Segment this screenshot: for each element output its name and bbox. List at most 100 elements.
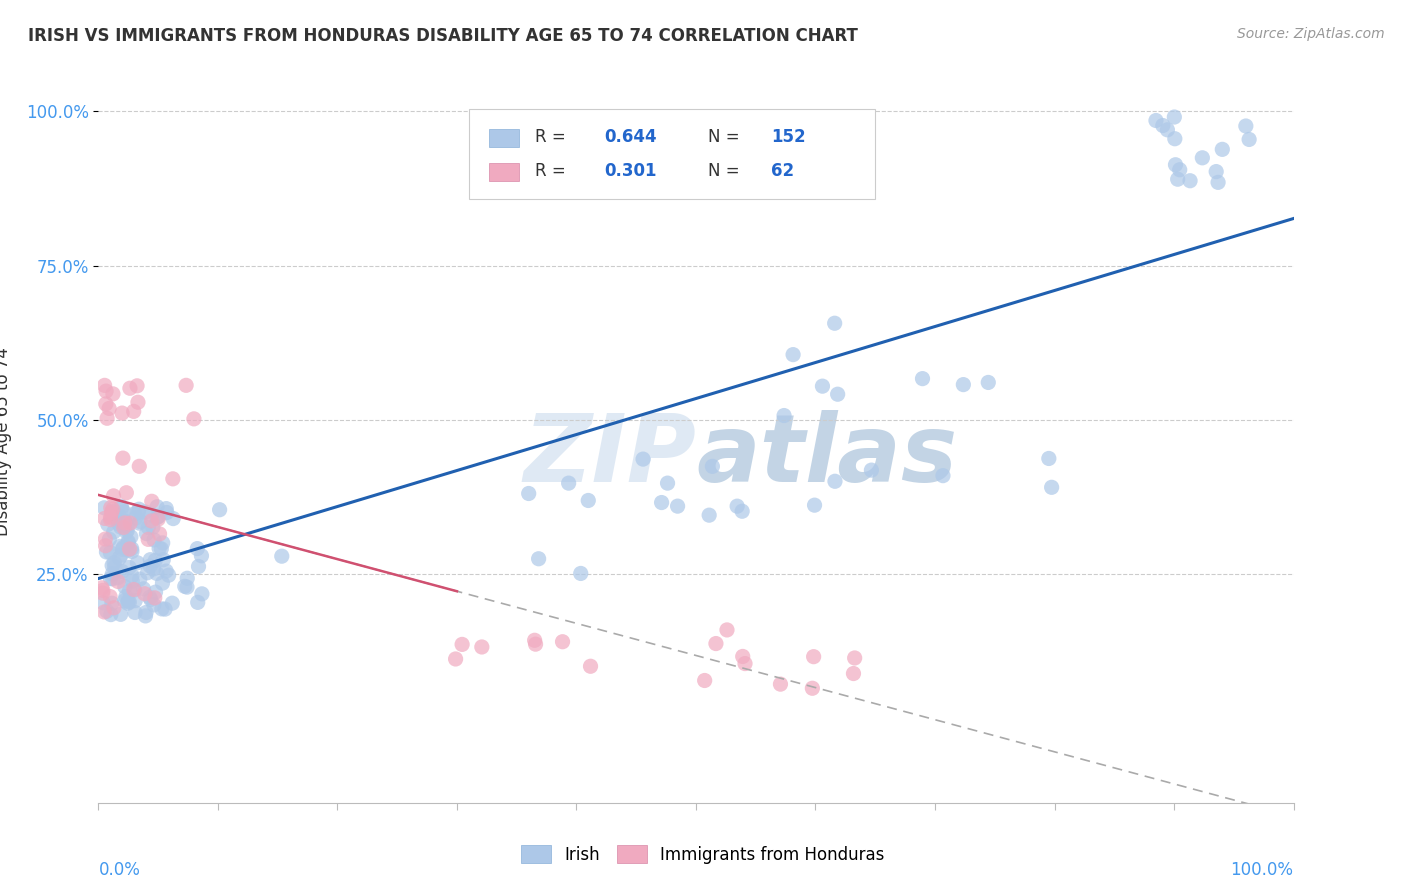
Point: [100, 607, 122, 622]
Point: [101, 566, 124, 581]
Point: [91, 586, 114, 600]
FancyBboxPatch shape: [470, 109, 876, 200]
Point: [111, 542, 134, 557]
Point: [97, 517, 120, 532]
Point: [101, 596, 124, 610]
Point: [122, 582, 145, 597]
Point: [112, 520, 135, 534]
Point: [186, 541, 208, 556]
Point: [666, 499, 689, 513]
Point: [174, 378, 197, 392]
Point: [1206, 175, 1229, 189]
Point: [128, 502, 150, 516]
Point: [155, 564, 177, 578]
Point: [94, 539, 117, 553]
Point: [112, 540, 135, 554]
Point: [110, 548, 132, 562]
Point: [842, 666, 865, 681]
Point: [108, 551, 131, 566]
Point: [146, 512, 169, 526]
Point: [631, 452, 654, 467]
Point: [176, 571, 198, 585]
Point: [824, 475, 846, 489]
Point: [94, 397, 117, 411]
Point: [451, 637, 474, 651]
Point: [111, 451, 134, 466]
Point: [124, 507, 146, 521]
Point: [128, 516, 150, 530]
Point: [139, 552, 162, 566]
Point: [704, 636, 727, 650]
Point: [108, 516, 131, 531]
Point: [96, 411, 118, 425]
Point: [657, 476, 679, 491]
Point: [124, 606, 146, 620]
Point: [148, 541, 170, 556]
Point: [734, 657, 756, 671]
Text: N =: N =: [709, 161, 745, 179]
Text: R =: R =: [534, 161, 571, 179]
Point: [932, 468, 955, 483]
Point: [142, 562, 165, 576]
Point: [141, 514, 163, 528]
Point: [523, 633, 546, 648]
Point: [118, 560, 141, 574]
Point: [110, 520, 132, 534]
Point: [803, 649, 825, 664]
Point: [803, 498, 825, 512]
Point: [111, 406, 134, 420]
Point: [132, 582, 155, 596]
Text: IRISH VS IMMIGRANTS FROM HONDURAS DISABILITY AGE 65 TO 74 CORRELATION CHART: IRISH VS IMMIGRANTS FROM HONDURAS DISABI…: [28, 27, 858, 45]
Point: [100, 506, 122, 520]
Point: [579, 659, 602, 673]
Point: [124, 511, 146, 525]
Point: [517, 486, 540, 500]
Point: [162, 596, 184, 610]
Point: [136, 533, 159, 547]
Point: [1152, 119, 1174, 133]
Point: [141, 494, 163, 508]
Point: [702, 459, 724, 474]
Point: [94, 532, 117, 546]
Point: [117, 519, 139, 533]
Point: [107, 571, 129, 585]
Point: [98, 590, 121, 604]
Point: [98, 533, 121, 547]
Point: [129, 515, 152, 529]
Point: [118, 583, 141, 598]
Bar: [489, 162, 519, 181]
Point: [100, 510, 122, 524]
Text: 0.0%: 0.0%: [98, 861, 141, 879]
Point: [143, 591, 166, 605]
Point: [90, 581, 112, 595]
Text: Source: ZipAtlas.com: Source: ZipAtlas.com: [1237, 27, 1385, 41]
Point: [152, 552, 174, 566]
Text: 100.0%: 100.0%: [1230, 861, 1294, 879]
Point: [191, 587, 214, 601]
Point: [146, 500, 169, 514]
Point: [100, 500, 122, 515]
Point: [773, 409, 796, 423]
Text: atlas: atlas: [696, 410, 957, 502]
Point: [110, 607, 132, 622]
Point: [1163, 110, 1185, 124]
Point: [136, 566, 159, 580]
Point: [136, 520, 159, 534]
Point: [1164, 158, 1187, 172]
Point: [114, 516, 136, 530]
Point: [134, 608, 156, 623]
Point: [127, 395, 149, 409]
Point: [110, 500, 132, 515]
Point: [118, 595, 141, 609]
Point: [173, 579, 195, 593]
Point: [651, 495, 673, 509]
Point: [115, 590, 138, 604]
Point: [112, 505, 135, 519]
Point: [569, 566, 592, 581]
Point: [112, 514, 135, 528]
Text: R =: R =: [534, 128, 571, 145]
Point: [114, 580, 136, 594]
Point: [127, 505, 149, 519]
Point: [104, 560, 127, 574]
Point: [187, 595, 209, 609]
